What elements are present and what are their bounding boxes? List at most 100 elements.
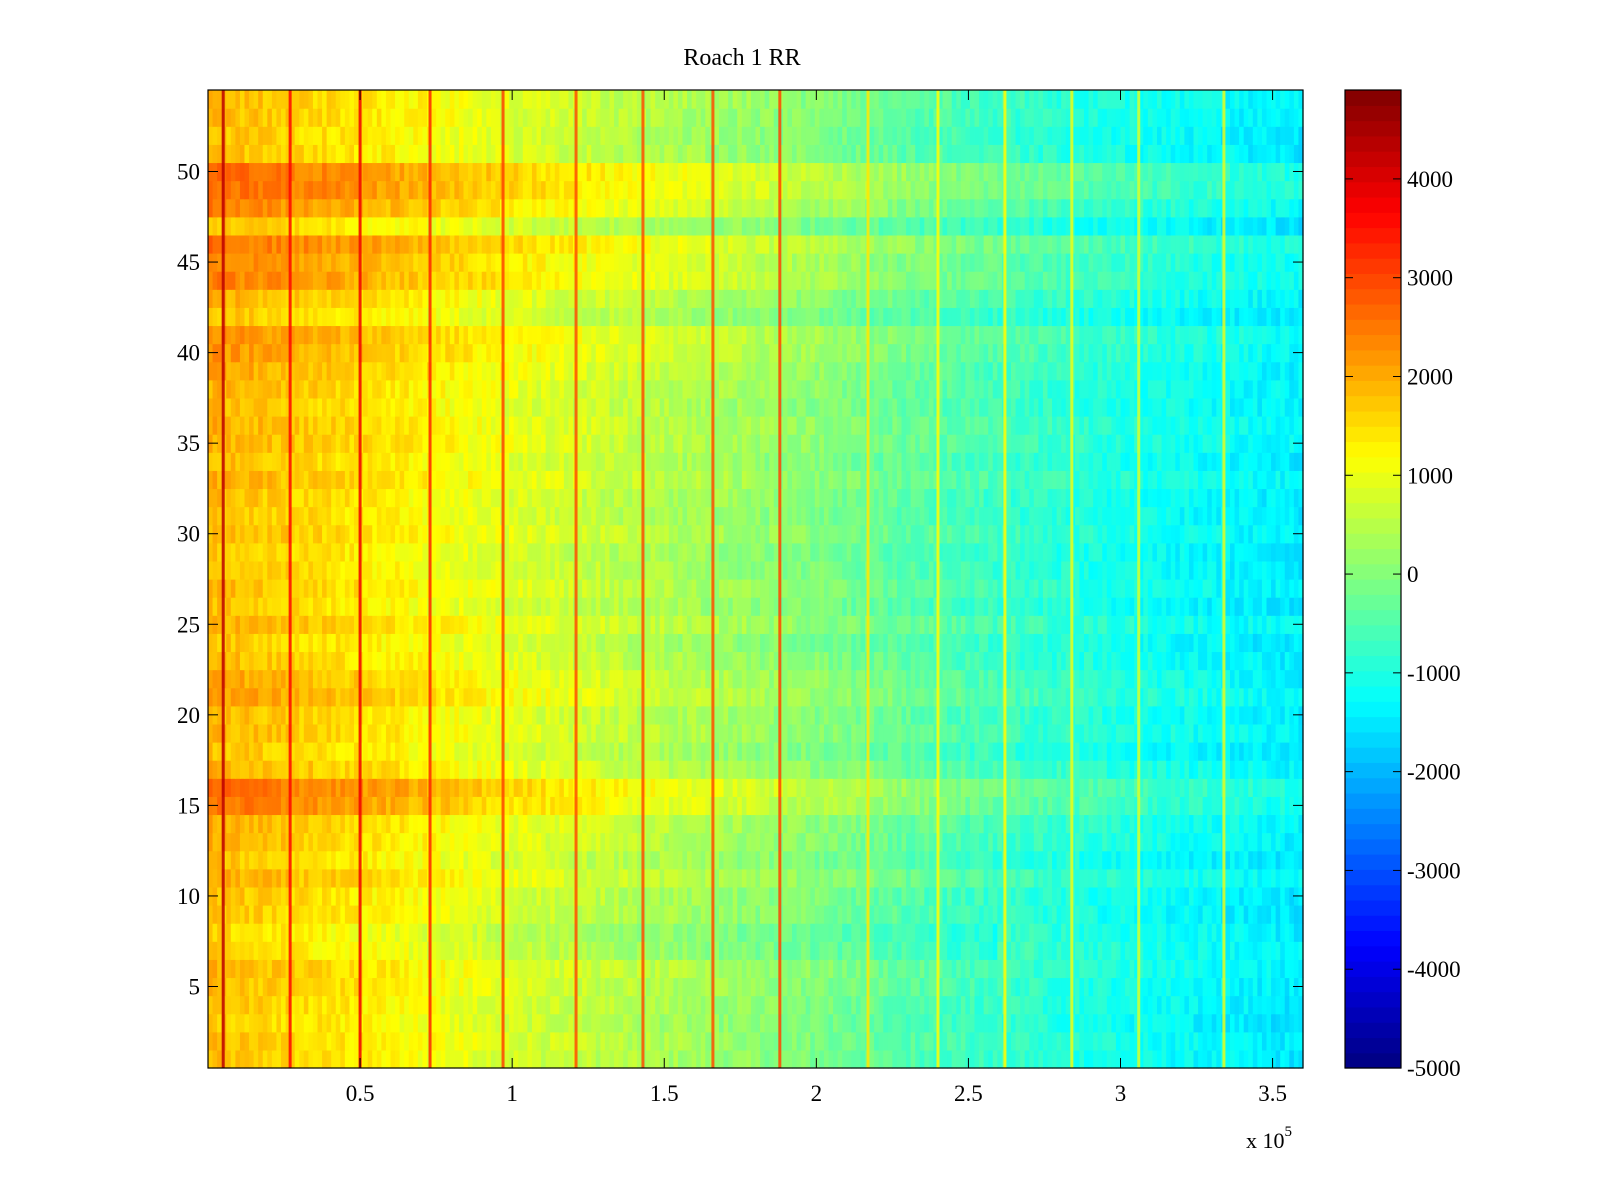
heatmap-cell [969,832,976,852]
heatmap-cell [1097,796,1103,816]
heatmap-cell [627,742,633,761]
heatmap-cell [869,723,875,743]
heatmap-cell [1097,687,1103,707]
heatmap-cell [719,742,725,761]
heatmap-cell [1111,796,1117,816]
heatmap-cell [810,850,816,870]
heatmap-cell [226,814,232,834]
heatmap-cell [458,977,465,997]
heatmap-cell [828,705,834,725]
heatmap-cell [855,760,862,779]
heatmap-cell [732,905,738,924]
heatmap-cell [951,959,957,979]
heatmap-cell [1248,760,1254,779]
heatmap-cell [545,868,551,888]
heatmap-cell [495,923,501,942]
heatmap-cell [906,723,912,743]
heatmap-cell [1179,742,1185,761]
heatmap-cell [290,796,296,816]
heatmap-cell [874,995,880,1015]
heatmap-cell [892,796,898,816]
heatmap-cell [1161,760,1167,779]
heatmap-cell [504,778,510,797]
heatmap-cell [823,1049,830,1069]
heatmap-cell [892,886,898,906]
heatmap-cell [910,868,916,888]
heatmap-cell [1298,868,1304,888]
heatmap-cell [1275,814,1281,834]
heatmap-cell [764,995,770,1015]
heatmap-cell [801,814,807,834]
heatmap-cell [878,977,884,997]
heatmap-cell [1175,796,1181,816]
heatmap-cell [363,886,369,906]
heatmap-cell [609,814,615,834]
heatmap-cell [636,1049,643,1069]
heatmap-cell [700,778,706,797]
heatmap-cell [655,796,661,816]
heatmap-cell [919,778,925,797]
heatmap-cell [677,723,684,743]
heatmap-cell [988,705,994,725]
heatmap-cell [326,1031,332,1051]
heatmap-cell [828,723,834,743]
heatmap-cell [1234,886,1240,906]
heatmap-cell [1042,995,1049,1015]
heatmap-cell [760,923,766,942]
heatmap-cell [1020,995,1026,1015]
heatmap-cell [1020,850,1026,870]
heatmap-cell [1033,1031,1039,1051]
heatmap-cell [290,1013,296,1033]
heatmap-cell [582,705,588,725]
heatmap-cell [614,923,620,942]
heatmap-cell [1115,760,1122,779]
heatmap-cell [239,687,246,707]
heatmap-cell [262,742,268,761]
heatmap-cell [395,796,401,816]
heatmap-cell [422,941,428,960]
heatmap-cell [1093,886,1099,906]
heatmap-cell [385,687,392,707]
heatmap-cell [1289,742,1295,761]
heatmap-cell [568,995,574,1015]
heatmap-cell [960,995,966,1015]
heatmap-cell [1115,1013,1122,1033]
heatmap-cell [764,850,770,870]
heatmap-cell [363,905,369,924]
heatmap-cell [906,905,912,924]
heatmap-cell [363,705,369,725]
heatmap-cell [1157,995,1163,1015]
heatmap-cell [677,886,684,906]
heatmap-cell [915,850,921,870]
heatmap-cell [545,832,551,852]
heatmap-cell [924,959,930,979]
heatmap-cell [522,995,528,1015]
heatmap-cell [673,1049,679,1069]
heatmap-cell [805,941,811,960]
heatmap-cell [1056,778,1062,797]
heatmap-cell [1011,1013,1017,1033]
heatmap-cell [1097,760,1103,779]
heatmap-cell [1170,705,1176,725]
heatmap-cell [901,687,907,707]
heatmap-cell [1111,760,1117,779]
heatmap-cell [714,1049,720,1069]
heatmap-cell [901,1013,907,1033]
heatmap-cell [979,905,985,924]
heatmap-cell [1111,832,1117,852]
heatmap-cell [1042,796,1049,816]
heatmap-cell [385,1013,392,1033]
heatmap-cell [481,1031,487,1051]
heatmap-cell [787,796,793,816]
heatmap-cell [431,742,437,761]
heatmap-cell [468,1013,474,1033]
heatmap-cell [796,1049,802,1069]
heatmap-cell [513,760,519,779]
heatmap-cell [646,850,652,870]
heatmap-cell [1138,1031,1144,1051]
heatmap-cell [938,995,944,1015]
heatmap-cell [331,1049,337,1069]
heatmap-cell [408,1013,414,1033]
heatmap-cell [723,886,729,906]
heatmap-cell [244,868,250,888]
